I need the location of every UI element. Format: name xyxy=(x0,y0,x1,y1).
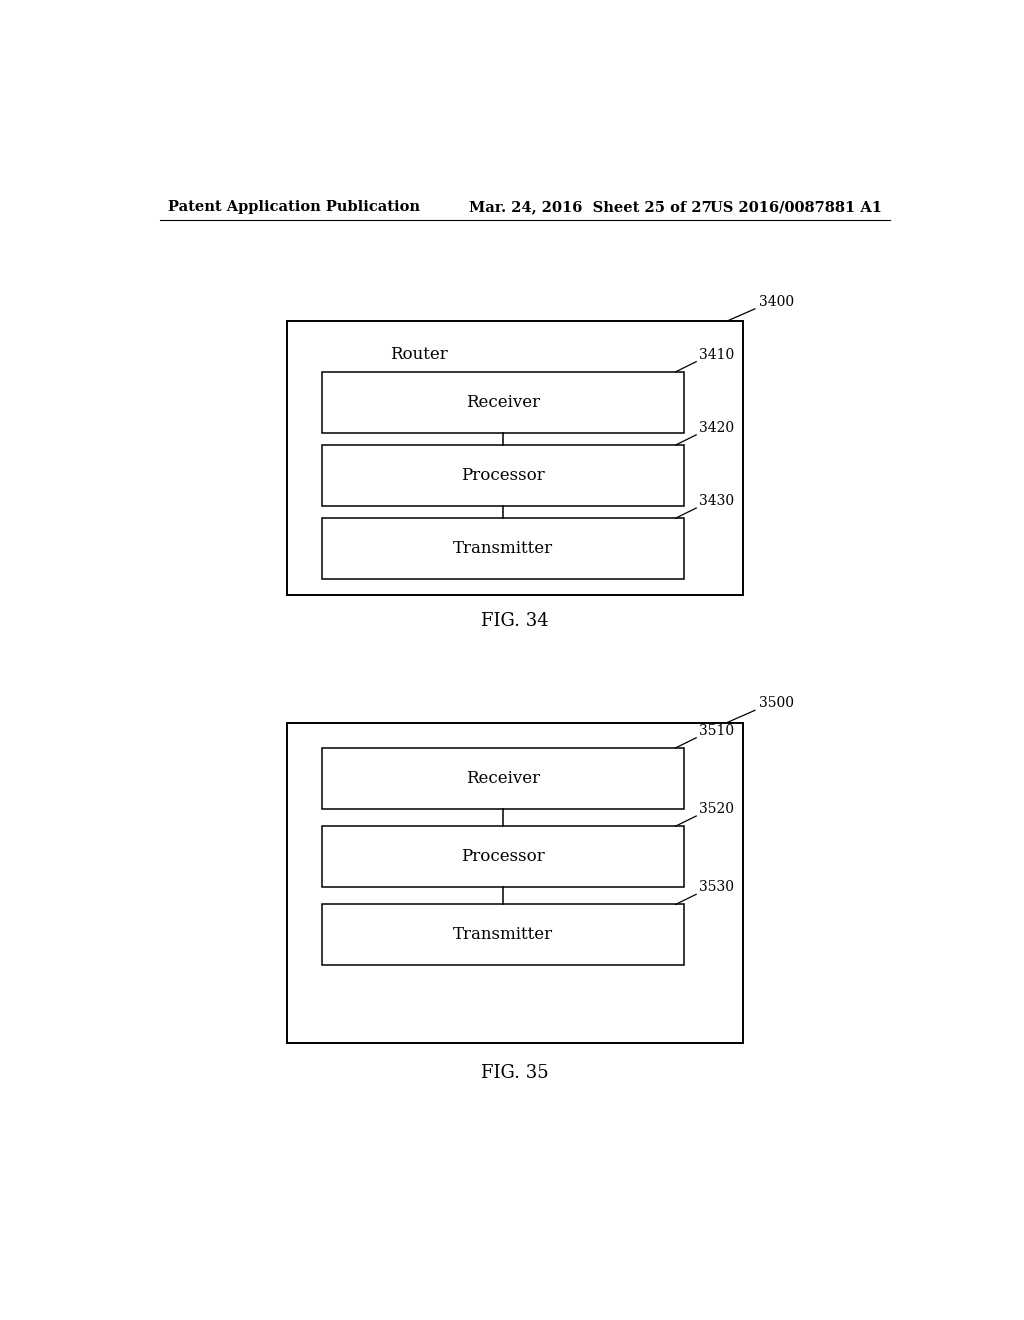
Text: Transmitter: Transmitter xyxy=(453,540,553,557)
Text: 3520: 3520 xyxy=(699,803,734,816)
Text: 3410: 3410 xyxy=(699,347,734,362)
Bar xyxy=(323,445,684,506)
Text: Router: Router xyxy=(390,346,447,363)
Text: Receiver: Receiver xyxy=(466,770,540,787)
Text: Processor: Processor xyxy=(461,849,545,865)
Text: Transmitter: Transmitter xyxy=(453,927,553,944)
Text: FIG. 35: FIG. 35 xyxy=(481,1064,549,1082)
Bar xyxy=(323,372,684,433)
Text: FIG. 34: FIG. 34 xyxy=(481,612,549,630)
Text: Mar. 24, 2016  Sheet 25 of 27: Mar. 24, 2016 Sheet 25 of 27 xyxy=(469,201,712,214)
Text: Processor: Processor xyxy=(461,467,545,484)
Bar xyxy=(323,904,684,965)
Text: US 2016/0087881 A1: US 2016/0087881 A1 xyxy=(710,201,882,214)
Bar xyxy=(323,519,684,579)
Bar xyxy=(287,321,743,595)
Text: 3420: 3420 xyxy=(699,421,734,434)
Text: 3430: 3430 xyxy=(699,494,734,508)
Bar xyxy=(323,748,684,809)
Text: 3400: 3400 xyxy=(759,294,794,309)
Text: Patent Application Publication: Patent Application Publication xyxy=(168,201,420,214)
Text: 3500: 3500 xyxy=(759,697,794,710)
Bar xyxy=(323,826,684,887)
Text: Network controller: Network controller xyxy=(367,748,528,764)
Bar xyxy=(287,722,743,1043)
Text: 3510: 3510 xyxy=(699,723,734,738)
Text: Receiver: Receiver xyxy=(466,393,540,411)
Text: 3530: 3530 xyxy=(699,880,734,894)
